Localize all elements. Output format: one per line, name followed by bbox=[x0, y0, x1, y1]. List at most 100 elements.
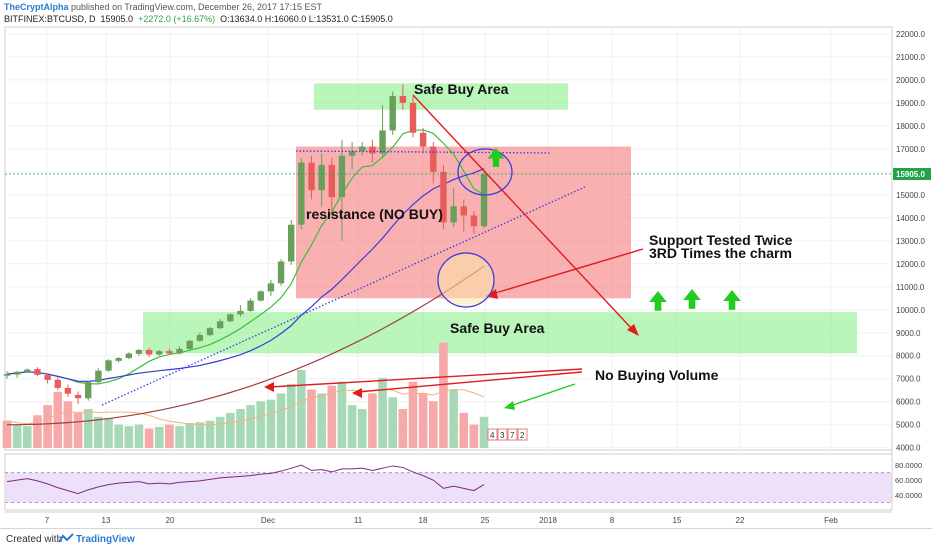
counter-badge bbox=[487, 428, 498, 441]
candle-body bbox=[288, 224, 295, 262]
price-axis-bg bbox=[892, 27, 932, 510]
volume-bar bbox=[357, 409, 367, 448]
counter-badge bbox=[497, 428, 508, 441]
volume-bar bbox=[43, 405, 52, 448]
volume-bar bbox=[12, 424, 22, 448]
candle-body bbox=[227, 314, 234, 322]
volume-bar bbox=[154, 426, 164, 448]
volume-bar bbox=[459, 412, 469, 448]
volume-bar bbox=[63, 401, 73, 448]
volume-bar bbox=[479, 416, 489, 448]
counter-badge-label: 7 bbox=[510, 431, 515, 440]
candle-body bbox=[318, 164, 325, 191]
volume-bar bbox=[469, 424, 479, 448]
volume-bar bbox=[439, 342, 448, 448]
candle-body bbox=[95, 370, 102, 383]
ma-mid-line bbox=[6, 168, 485, 382]
y-tick-label: 12000.0 bbox=[896, 260, 925, 269]
y-tick-label: 14000.0 bbox=[896, 214, 925, 223]
counter-badge bbox=[507, 428, 518, 441]
support-callout-line1: Support Tested Twice bbox=[649, 232, 793, 248]
footer-bar: Created with TradingView bbox=[0, 528, 932, 551]
x-tick-label: 8 bbox=[610, 516, 615, 525]
rsi-tick-label: 80.0000 bbox=[895, 461, 922, 470]
volume-bar bbox=[144, 428, 154, 448]
volume-bar bbox=[114, 424, 123, 448]
candle-body bbox=[430, 146, 437, 172]
y-tick-label: 17000.0 bbox=[896, 145, 925, 154]
volume-bar bbox=[33, 415, 42, 448]
candle-body bbox=[470, 215, 478, 227]
counter-badge-label: 2 bbox=[520, 431, 525, 440]
volume-bar bbox=[2, 420, 12, 448]
candle-body bbox=[298, 162, 305, 225]
red-arrow-line bbox=[412, 94, 634, 331]
candle-body bbox=[176, 348, 183, 354]
y-tick-label: 9000.0 bbox=[896, 329, 921, 338]
volume-arrow-line bbox=[357, 371, 583, 393]
green-up-arrow-icon bbox=[723, 290, 741, 310]
resistance-dotted-line bbox=[295, 150, 552, 154]
volume-bar bbox=[266, 399, 276, 448]
volume-bar bbox=[378, 377, 387, 448]
tradingview-brand[interactable]: TradingView bbox=[76, 534, 135, 545]
candle-body bbox=[64, 387, 72, 394]
x-tick-label: 11 bbox=[354, 516, 363, 525]
volume-bar bbox=[408, 381, 418, 448]
time-axis-bg bbox=[5, 512, 892, 526]
volume-arrow-head bbox=[264, 382, 274, 392]
volume-bar bbox=[83, 409, 93, 448]
candle-body bbox=[13, 371, 21, 375]
rsi-tick-label: 40.0000 bbox=[895, 491, 922, 500]
tradingview-logo-icon bbox=[58, 533, 74, 543]
candle-body bbox=[460, 206, 467, 216]
volume-callout: No Buying Volume bbox=[595, 367, 719, 383]
candle-body bbox=[85, 382, 92, 399]
volume-bar bbox=[286, 384, 296, 448]
green-up-arrow-icon bbox=[683, 289, 701, 309]
candle-body bbox=[156, 351, 163, 355]
candle-body bbox=[450, 206, 457, 223]
volume-bar bbox=[256, 401, 266, 448]
published-info: published on TradingView.com, December 2… bbox=[71, 2, 323, 12]
volume-arrow-line bbox=[269, 368, 583, 388]
candle-body bbox=[54, 379, 61, 388]
y-tick-label: 21000.0 bbox=[896, 53, 925, 62]
candle-body bbox=[440, 171, 447, 223]
volume-bar bbox=[104, 418, 113, 448]
rsi-tick-label: 60.0000 bbox=[895, 476, 922, 485]
volume-bar bbox=[317, 393, 326, 448]
highlight-ellipse-bottom bbox=[437, 252, 495, 308]
candle-body bbox=[379, 130, 386, 154]
x-tick-label: 13 bbox=[102, 516, 111, 525]
created-with-label: Created with bbox=[6, 534, 63, 545]
author-name[interactable]: TheCryptAlpha bbox=[4, 2, 69, 12]
trend-dotted-line bbox=[101, 186, 586, 406]
counter-badge bbox=[517, 428, 528, 441]
candle-body bbox=[267, 283, 275, 292]
y-tick-label: 20000.0 bbox=[896, 76, 925, 85]
green-up-arrow-icon bbox=[649, 291, 667, 311]
support-arrow-line bbox=[491, 248, 644, 295]
volume-bar bbox=[236, 409, 245, 448]
candle-body bbox=[237, 310, 244, 315]
candle-body bbox=[277, 261, 285, 284]
symbol-line: BITFINEX:BTCUSD, D 15905.0 +2272.0 (+16.… bbox=[4, 14, 393, 24]
x-tick-label: 25 bbox=[481, 516, 490, 525]
volume-bar bbox=[134, 424, 144, 448]
candle-body bbox=[105, 360, 112, 371]
volume-bar bbox=[246, 405, 255, 448]
volume-bar bbox=[337, 381, 347, 448]
y-tick-label: 5000.0 bbox=[896, 421, 921, 430]
candle-body bbox=[166, 351, 173, 354]
y-tick-label: 7000.0 bbox=[896, 375, 921, 384]
candle-body bbox=[206, 328, 214, 336]
candle-body bbox=[196, 335, 204, 341]
highlight-ellipse-top bbox=[457, 148, 513, 196]
x-tick-label: 15 bbox=[673, 516, 682, 525]
candle-body bbox=[338, 155, 346, 198]
x-tick-label: 2018 bbox=[539, 516, 557, 525]
price-chart[interactable]: Safe Buy Area Safe Buy Area resistance (NO… bbox=[0, 0, 932, 528]
symbol-label: BITFINEX:BTCUSD, D bbox=[4, 14, 96, 24]
volume-bar bbox=[185, 423, 194, 448]
